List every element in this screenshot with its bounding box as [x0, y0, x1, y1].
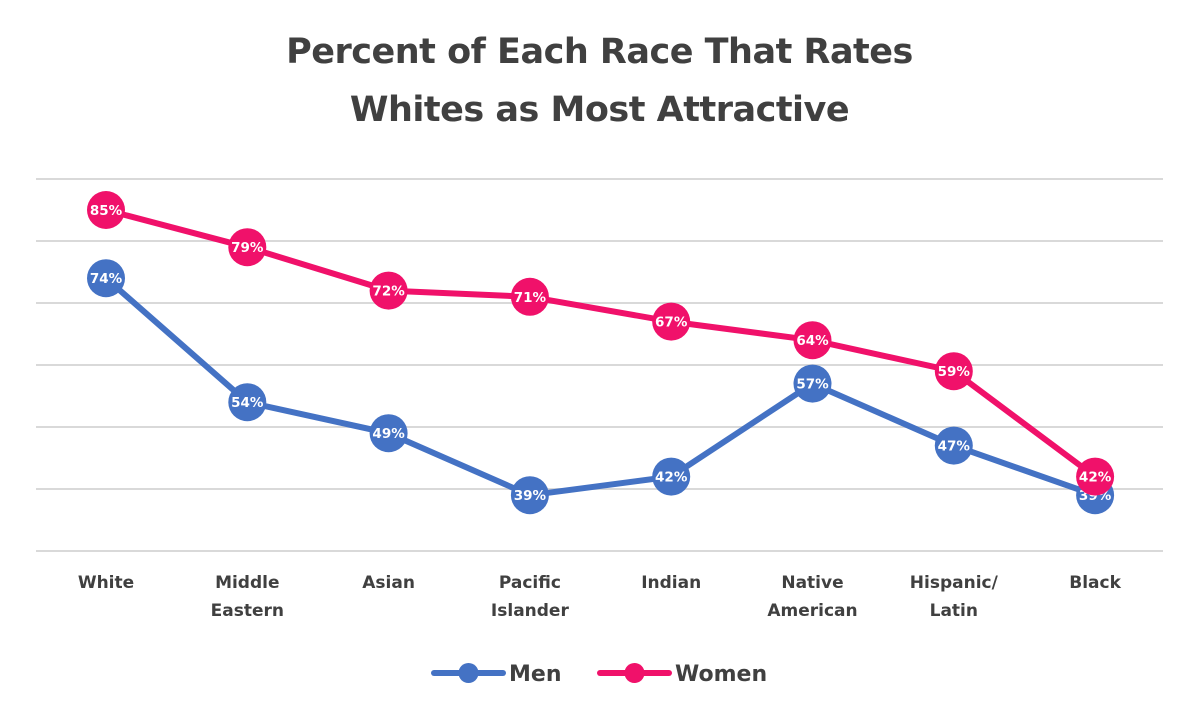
chart-title-line-2: Whites as Most Attractive — [349, 90, 850, 130]
legend-label-women: Women — [675, 662, 767, 687]
data-point-marker — [793, 321, 832, 360]
category-label-line: Pacific — [499, 573, 561, 593]
category-label-line: Latin — [930, 601, 978, 621]
category-label-line: White — [78, 573, 134, 593]
category-label-line: Eastern — [211, 601, 284, 621]
data-label: 85% — [90, 203, 123, 219]
category-label-line: Black — [1069, 573, 1121, 593]
series-line-men — [103, 275, 1099, 499]
category-label: Black — [1069, 573, 1121, 593]
chart-title-line-1: Percent of Each Race That Rates — [286, 32, 913, 72]
data-label: 49% — [372, 426, 405, 442]
data-point-marker — [934, 352, 973, 391]
category-label-line: Asian — [362, 573, 415, 593]
data-point-marker — [369, 271, 408, 310]
legend-marker-women — [624, 663, 645, 683]
data-point-marker — [934, 426, 973, 465]
data-point-marker — [87, 259, 125, 298]
data-label: 72% — [372, 284, 405, 300]
category-label-line: Indian — [641, 573, 701, 593]
data-label: 67% — [655, 315, 688, 331]
data-point-marker — [510, 277, 549, 316]
data-point-marker — [793, 364, 832, 403]
x-axis-category-labels: White Middle Eastern Asian Pacific Islander In… — [78, 573, 1122, 621]
data-label: 59% — [938, 364, 971, 380]
data-label: 64% — [796, 333, 829, 349]
category-label: Hispanic/Latin — [910, 573, 999, 621]
data-point-marker — [228, 383, 267, 422]
data-label: 39% — [514, 488, 547, 504]
category-label-line: Hispanic/ — [910, 573, 999, 593]
series-line-women — [103, 207, 1099, 480]
data-label: 71% — [514, 290, 547, 306]
data-point-marker — [228, 228, 267, 267]
legend-label-men: Men — [509, 662, 561, 687]
category-label-line: Islander — [491, 601, 570, 621]
data-point-marker — [652, 457, 691, 496]
series-women: 85% 79% 72% 71% 67% 64% 59% 42% — [87, 191, 1115, 496]
data-point-marker — [369, 414, 408, 453]
data-point-marker — [652, 302, 691, 341]
data-label: 42% — [655, 470, 688, 486]
category-label: Pacific Islander — [491, 573, 570, 621]
data-label: 79% — [231, 240, 264, 256]
data-label: 74% — [90, 271, 123, 287]
category-label: Native American — [767, 573, 857, 621]
data-label: 47% — [938, 439, 971, 455]
legend: Men Women — [431, 662, 767, 687]
category-label-line: Middle — [215, 573, 279, 593]
data-label: 42% — [1079, 470, 1112, 486]
data-point-marker — [510, 476, 549, 515]
category-label-line: American — [767, 601, 857, 621]
category-label-line: Native — [781, 573, 843, 593]
data-point-marker — [1076, 457, 1115, 496]
data-point-marker — [87, 191, 125, 229]
data-label: 57% — [796, 377, 829, 393]
category-label: Indian — [641, 573, 701, 593]
data-label: 54% — [231, 395, 264, 411]
category-label: Asian — [362, 573, 415, 593]
category-label: Middle Eastern — [211, 573, 284, 621]
category-label: White — [78, 573, 134, 593]
legend-marker-men — [458, 663, 479, 683]
